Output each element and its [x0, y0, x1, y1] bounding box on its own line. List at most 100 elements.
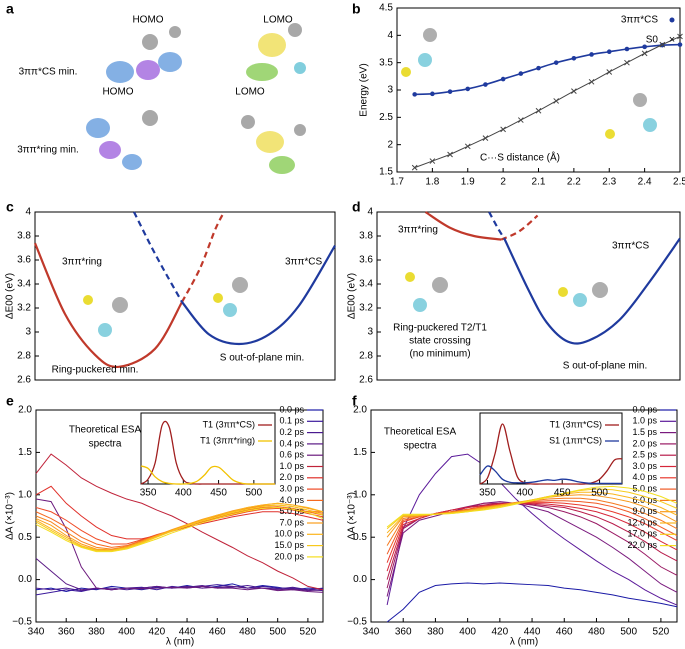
legend-label: 6.0 ps — [632, 495, 657, 505]
x-tick-label: 520 — [300, 627, 317, 638]
y-axis-label: ΔE00 (eV) — [5, 273, 16, 319]
series-line — [414, 43, 681, 96]
x-tick-label: 450 — [554, 488, 571, 499]
panel-a: a HOMO LOMO 3ππ*CS min. HOMO LOMO 3ππ*ri… — [6, 1, 306, 174]
x-tick-label: 450 — [210, 488, 227, 499]
x-tick-label: 500 — [245, 488, 262, 499]
x-tick-label: 500 — [269, 627, 286, 638]
legend-label: 0.0 ps — [279, 404, 304, 414]
y-tick-label: 3.6 — [17, 255, 31, 266]
y-tick-label: 2.8 — [359, 351, 373, 362]
y-tick-label: 4.5 — [379, 3, 393, 14]
x-tick-label: 340 — [28, 627, 45, 638]
point — [553, 98, 560, 104]
spectrum — [386, 500, 678, 555]
point — [500, 76, 506, 82]
panel-letter: f — [352, 393, 357, 409]
inset-legend-label: S1 (1ππ*CS) — [549, 435, 602, 445]
legend-label: 0.1 ps — [279, 416, 304, 426]
x-tick-label: 360 — [395, 627, 412, 638]
inset-title: spectra — [89, 439, 122, 450]
y-tick-label: 2.6 — [359, 375, 373, 386]
point — [483, 82, 488, 87]
y-tick-label: 3.2 — [359, 303, 373, 314]
legend-label: S0 — [646, 35, 659, 46]
legend-label: 1.0 ps — [279, 461, 304, 471]
x-tick-label: 480 — [239, 627, 256, 638]
x-tick-label: 2.5 — [673, 177, 685, 188]
y-tick-label: 0.5 — [353, 532, 367, 543]
annotation: (no minimum) — [409, 349, 470, 360]
legend-label: 0.4 ps — [279, 438, 304, 448]
legend-label: 10.0 ps — [274, 529, 304, 539]
inset-legend-label: T1 (3ππ*CS) — [203, 419, 255, 429]
point — [465, 86, 471, 92]
legend-label: 5.0 ps — [632, 483, 657, 493]
legend-label: 22.0 ps — [627, 540, 657, 550]
legend-label: 2.0 ps — [279, 472, 304, 482]
point — [571, 88, 577, 94]
legend-label: 20.0 ps — [274, 551, 304, 561]
x-tick-label: 380 — [88, 627, 105, 638]
y-tick-label: 0.0 — [18, 574, 32, 585]
y-tick-label: −0.5 — [12, 617, 32, 628]
chart-panel: f ΔA (×10⁻³) λ (nm) −0.5 0.0 0.5 1.0 1.5 2.0 340 3… — [347, 393, 678, 648]
legend-label: 4.0 ps — [632, 472, 657, 482]
point — [553, 60, 559, 65]
point — [464, 143, 471, 150]
energy-curve — [500, 214, 539, 241]
point — [429, 158, 436, 164]
energy-curve — [33, 242, 183, 369]
y-tick-label: 3.4 — [17, 279, 31, 290]
y-tick-label: 4 — [25, 207, 31, 218]
y-tick-label: 1.0 — [353, 489, 367, 500]
series-line — [414, 35, 681, 169]
point — [624, 46, 630, 52]
y-tick-label: 3.8 — [17, 231, 31, 242]
annotation: S out-of-plane min. — [220, 353, 305, 364]
panel-letter: d — [352, 199, 361, 215]
spectrum — [35, 502, 324, 552]
annotation: Ring-puckered min. — [52, 365, 139, 376]
y-tick-label: 2.0 — [18, 405, 32, 416]
inset-spectrum — [479, 423, 623, 485]
orbital-label: LOMO — [235, 87, 265, 98]
y-tick-label: 0.0 — [353, 574, 367, 585]
y-tick-label: 4 — [387, 30, 393, 41]
x-axis-label: C···S distance (Å) — [480, 151, 560, 164]
y-tick-label: 2 — [387, 139, 393, 150]
spectrum — [35, 498, 324, 593]
energy-curve — [503, 237, 681, 345]
point — [535, 107, 542, 114]
point — [500, 126, 506, 133]
y-tick-label: 3.2 — [17, 303, 31, 314]
inset-title: spectra — [404, 441, 437, 452]
inset-background — [140, 412, 276, 485]
spectrum — [35, 558, 324, 592]
row-label: 3ππ*ring min. — [17, 145, 79, 156]
x-tick-label: 340 — [363, 627, 380, 638]
legend-label: 17.0 ps — [627, 529, 657, 539]
x-tick-label: 440 — [179, 627, 196, 638]
x-tick-label: 420 — [491, 627, 508, 638]
inset-spectrum — [140, 465, 275, 485]
legend-marker: × — [669, 34, 675, 46]
legend-label: 1.5 ps — [632, 427, 657, 437]
legend-label: 0.6 ps — [279, 450, 304, 460]
legend-label: 2.0 ps — [632, 438, 657, 448]
legend-label: 9.0 ps — [632, 506, 657, 516]
plot-frame — [370, 409, 678, 623]
x-tick-label: 460 — [209, 627, 226, 638]
y-tick-label: 3.4 — [359, 279, 373, 290]
inset-legend-label: T1 (3ππ*ring) — [200, 435, 255, 445]
chart-panel: c ΔE00 (eV) 2.6 2.8 3 3.2 3.4 3.6 3.8 4 3ππ*ring 3π… — [5, 199, 336, 386]
y-axis-label: Energy (eV) — [359, 63, 370, 116]
annotation: 3ππ*CS — [285, 257, 322, 268]
point — [517, 117, 524, 123]
x-tick-label: 420 — [148, 627, 165, 638]
y-axis-label: ΔA (×10⁻³) — [5, 492, 16, 540]
x-tick-label: 1.9 — [461, 177, 475, 188]
orbital-label: HOMO — [132, 15, 163, 26]
point — [411, 164, 418, 171]
point — [589, 52, 594, 57]
